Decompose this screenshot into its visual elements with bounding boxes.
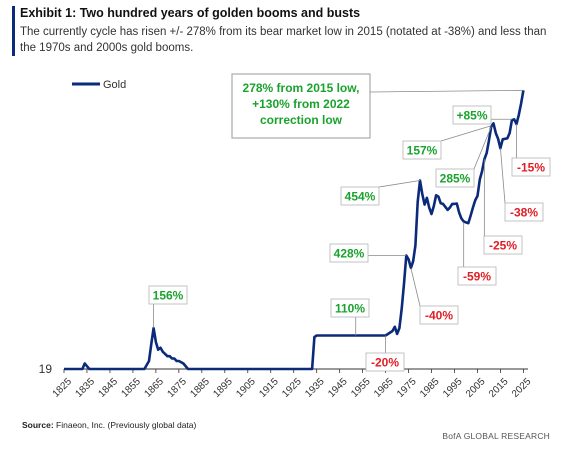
annotation-label: 110% <box>335 302 365 316</box>
x-tick-label: 1965 <box>372 376 396 400</box>
x-tick-label: 1975 <box>395 376 419 400</box>
x-tick-label: 1855 <box>119 376 143 400</box>
annotation-label: 454% <box>345 190 376 204</box>
annotation-leader <box>473 126 492 170</box>
callout-leader <box>369 89 524 93</box>
callout-line: +130% from 2022 <box>252 97 350 111</box>
annotation-label: -20% <box>371 356 399 370</box>
x-tick-label: 2015 <box>487 376 511 400</box>
x-tick-label: 1955 <box>349 376 373 400</box>
y-tick-label: 19 <box>39 362 53 376</box>
x-tick-label: 1925 <box>280 376 304 400</box>
annotation-leader <box>440 125 492 142</box>
callout-box <box>231 73 371 139</box>
title-accent-bar <box>12 6 15 56</box>
annotation-label: -25% <box>489 239 517 253</box>
annotation-label: -15% <box>517 161 545 175</box>
x-tick-label: 1945 <box>326 376 350 400</box>
source-text: Finaeon, Inc. (Previously global data) <box>56 420 197 430</box>
annotation-label: -38% <box>510 206 538 220</box>
annotation-box <box>511 157 551 177</box>
x-tick-label: 1845 <box>97 376 121 400</box>
annotation-label: -40% <box>425 309 453 323</box>
annotation-box <box>148 285 188 305</box>
annotation-leader <box>378 180 421 188</box>
callout-line: 278% from 2015 low, <box>243 81 360 95</box>
x-tick-label: 1935 <box>303 376 327 400</box>
x-tick-label: 1915 <box>257 376 281 400</box>
research-credit: BofA GLOBAL RESEARCH <box>442 431 550 441</box>
source-label: Source: <box>22 420 54 430</box>
annotation-box <box>340 186 380 206</box>
annotation-box <box>452 105 492 125</box>
x-tick-label: 2005 <box>464 376 488 400</box>
annotation-label: 157% <box>407 144 438 158</box>
callout-line: correction low <box>260 113 343 127</box>
x-tick-label: 1835 <box>74 376 98 400</box>
source-note: Source: Finaeon, Inc. (Previously global… <box>22 420 196 430</box>
x-tick-label: 1895 <box>211 376 235 400</box>
annotation-box <box>365 352 405 372</box>
annotation-box <box>330 298 370 318</box>
annotation-box <box>504 202 544 222</box>
annotation-leader <box>500 148 506 204</box>
annotation-box <box>419 305 459 325</box>
x-tick-label: 1995 <box>441 376 465 400</box>
x-tick-label: 1865 <box>142 376 166 400</box>
annotation-box <box>402 140 442 160</box>
annotation-box <box>483 235 523 255</box>
x-tick-label: 2025 <box>510 376 534 400</box>
x-tick-label: 1905 <box>234 376 258 400</box>
x-tick-label: 1985 <box>418 376 442 400</box>
x-tick-label: 1825 <box>51 376 75 400</box>
annotation-label: -59% <box>463 270 491 284</box>
annotation-label: 428% <box>334 247 365 261</box>
exhibit-title: Exhibit 1: Two hundred years of golden b… <box>20 6 361 20</box>
x-tick-label: 1875 <box>165 376 189 400</box>
annotation-leader <box>410 267 421 307</box>
annotation-box <box>457 266 497 286</box>
annotation-label: 285% <box>440 172 471 186</box>
annotation-label: 156% <box>153 289 184 303</box>
annotation-label: +85% <box>456 109 487 123</box>
x-tick-label: 1885 <box>188 376 212 400</box>
legend-label: Gold <box>103 79 126 91</box>
exhibit-subtitle: The currently cycle has risen +/- 278% f… <box>20 26 547 54</box>
annotation-box <box>329 243 369 263</box>
annotation-box <box>435 168 475 188</box>
